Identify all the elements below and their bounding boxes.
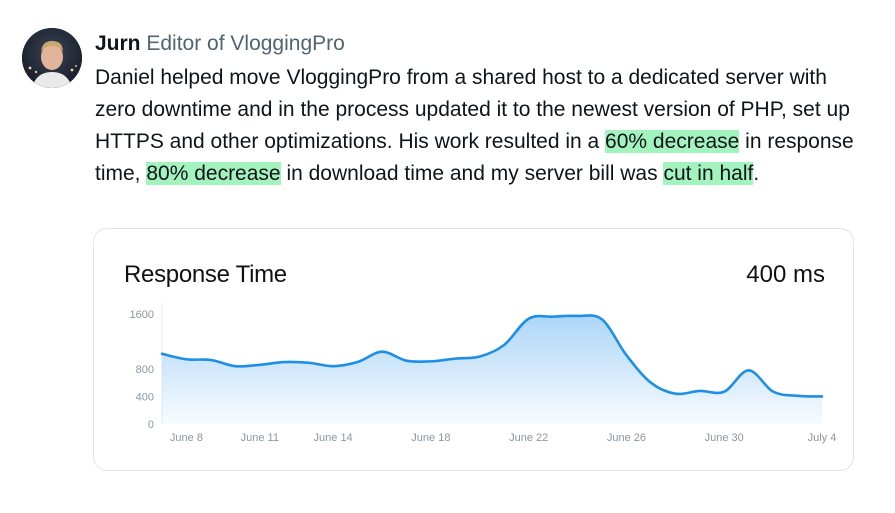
x-tick-label: June 11: [241, 432, 279, 444]
author-line: Jurn Editor of VloggingPro: [95, 30, 345, 58]
y-tick-label: 400: [136, 391, 154, 403]
y-tick-label: 1600: [130, 309, 154, 321]
x-tick-label: June 30: [705, 432, 744, 444]
response-time-card: Response Time 400 ms 0 400 800 1600 June 8 Ju…: [93, 228, 854, 471]
avatar-image: [22, 28, 82, 88]
author-name[interactable]: Jurn: [95, 32, 141, 55]
card-title: Response Time: [124, 261, 287, 288]
avatar[interactable]: [22, 28, 82, 88]
y-tick-label: 0: [148, 419, 154, 431]
y-tick-label: 800: [136, 364, 154, 376]
highlight-download-time: 80% decrease: [146, 162, 281, 185]
x-tick-label: June 8: [170, 432, 203, 444]
x-tick-label: June 22: [509, 432, 548, 444]
card-current-value: 400 ms: [746, 261, 825, 288]
testimonial-text-part: .: [753, 162, 760, 185]
testimonial-text-part: Daniel helped move VloggingPro from a sh…: [95, 66, 850, 153]
author-role: Editor of VloggingPro: [146, 32, 345, 55]
x-tick-label: July 4: [808, 432, 837, 444]
testimonial-text-part: in download time and my server bill was: [280, 162, 664, 185]
highlight-response-time: 60% decrease: [605, 130, 740, 153]
highlight-server-bill: cut in half: [663, 162, 754, 185]
testimonial-text-part: in response time,: [95, 130, 854, 185]
response-time-line: [160, 314, 824, 398]
response-time-chart: 0 400 800 1600 June 8 June 11 June 14 June 18 Ju…: [130, 303, 837, 444]
testimonial-text: Daniel helped move VloggingPro from a sh…: [95, 62, 865, 190]
response-time-area: [162, 315, 822, 424]
x-tick-label: June 26: [607, 432, 646, 444]
x-tick-label: June 18: [411, 432, 450, 444]
x-tick-label: June 14: [314, 432, 353, 444]
